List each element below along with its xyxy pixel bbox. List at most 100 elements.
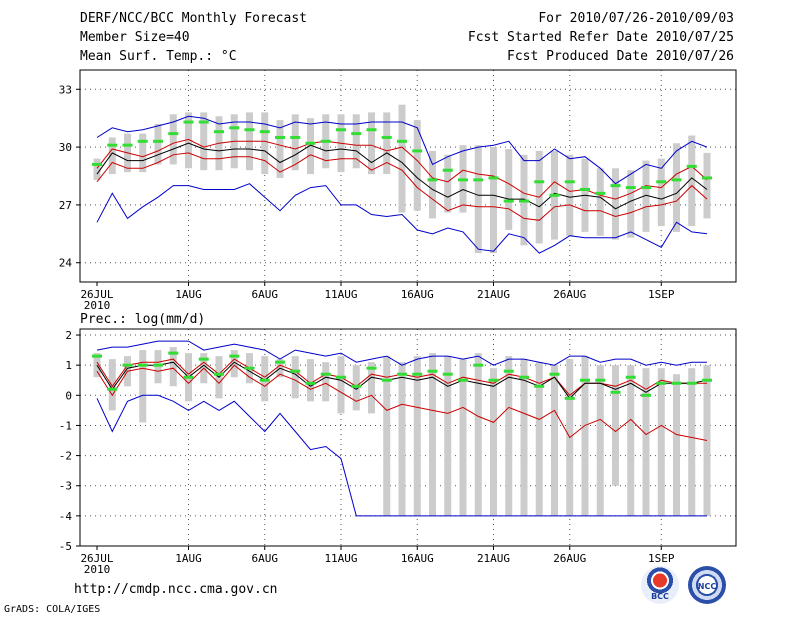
ncc-logo: NCC <box>688 566 726 604</box>
observation-marker <box>473 363 484 367</box>
observation-marker <box>351 132 362 136</box>
observation-marker <box>320 139 331 143</box>
spread-box <box>459 359 467 516</box>
observation-marker <box>519 375 529 379</box>
observation-marker <box>564 180 575 184</box>
observation-marker <box>336 375 346 379</box>
x-tick-sublabel: 2010 <box>84 563 111 576</box>
observation-marker <box>275 135 285 139</box>
spread-box <box>627 170 635 238</box>
y-tick-label: 1 <box>65 359 72 372</box>
mean-line <box>96 361 708 400</box>
observation-marker <box>549 193 560 197</box>
observation-marker <box>122 363 133 367</box>
spread-box <box>154 123 162 165</box>
observation-marker <box>183 375 194 379</box>
x-tick-label: 21AUG <box>477 288 510 301</box>
spread-box <box>474 353 482 516</box>
observation-marker <box>625 375 636 379</box>
spread-box <box>398 104 406 213</box>
observation-marker <box>397 372 407 376</box>
observation-marker <box>198 120 209 124</box>
observation-marker <box>656 180 667 184</box>
plot-frame <box>79 69 737 283</box>
spread-box <box>642 368 650 516</box>
spread-box <box>307 359 314 402</box>
observation-marker <box>549 372 560 376</box>
observation-marker <box>427 178 438 182</box>
observation-marker <box>229 354 240 358</box>
spread-box <box>108 137 116 175</box>
spread-box <box>612 365 619 486</box>
observation-marker <box>366 128 377 132</box>
observation-marker <box>686 381 697 385</box>
spread-box <box>444 154 452 213</box>
x-tick-label: 16AUG <box>401 552 434 565</box>
spread-box <box>688 135 696 227</box>
observation-marker <box>610 184 621 188</box>
spread-box <box>627 365 635 516</box>
x-tick-label: 1SEP <box>648 288 675 301</box>
spread-box <box>429 353 436 516</box>
spread-box <box>291 114 299 171</box>
observation-marker <box>122 143 133 147</box>
spread-box <box>413 356 421 516</box>
variable-label: Mean Surf. Temp.: °C <box>80 49 237 64</box>
spread-box <box>383 112 391 175</box>
y-tick-label: -4 <box>59 510 73 523</box>
observation-marker <box>381 135 392 139</box>
observation-marker <box>519 199 529 203</box>
y-tick-label: 33 <box>59 83 72 96</box>
observation-marker <box>641 393 651 397</box>
observation-marker <box>625 186 636 190</box>
observation-marker <box>229 126 240 130</box>
x-tick-label: 6AUG <box>252 552 279 565</box>
observation-marker <box>168 132 179 136</box>
observation-marker <box>442 168 453 172</box>
spread-box <box>185 112 192 169</box>
max-line <box>96 115 708 185</box>
observation-marker <box>259 378 270 382</box>
observation-marker <box>458 178 468 182</box>
x-tick-label: 16AUG <box>401 288 434 301</box>
spread-box <box>612 168 619 240</box>
spread-box <box>398 362 406 516</box>
x-tick-label: 1AUG <box>175 288 202 301</box>
spread-box <box>474 145 482 254</box>
observation-marker <box>503 369 514 373</box>
observation-marker <box>366 366 377 370</box>
y-tick-label: 2 <box>65 329 72 342</box>
plot-frame <box>79 328 737 547</box>
observation-marker <box>641 186 651 190</box>
spread-box <box>352 114 360 169</box>
observation-marker <box>397 139 407 143</box>
observation-marker <box>564 396 575 400</box>
chart-title: DERF/NCC/BCC Monthly Forecast <box>80 11 307 26</box>
observation-marker <box>656 381 667 385</box>
spread-box <box>307 118 314 175</box>
y-tick-label: 24 <box>59 257 73 270</box>
observation-marker <box>107 143 118 147</box>
observation-marker <box>214 130 224 134</box>
x-tick-label: 26JUL <box>80 552 113 565</box>
spread-box <box>230 350 238 378</box>
spread-box <box>535 362 543 516</box>
observation-marker <box>244 366 255 370</box>
source-url[interactable]: http://cmdp.ncc.cma.gov.cn <box>74 582 278 597</box>
observation-marker <box>595 378 606 382</box>
spread-box <box>596 365 604 516</box>
observation-marker <box>595 191 606 195</box>
spread-box <box>642 160 650 232</box>
observation-marker <box>580 378 590 382</box>
y-tick-label: -2 <box>59 450 72 463</box>
spread-box <box>368 112 375 175</box>
observation-marker <box>427 369 438 373</box>
observation-marker <box>488 176 499 180</box>
ncc-logo-text: NCC <box>697 582 717 591</box>
grads-credit: GrADS: COLA/IGES <box>4 604 101 615</box>
observation-marker <box>107 387 118 391</box>
x-tick-sublabel: 2010 <box>84 299 111 312</box>
observation-marker <box>305 141 316 145</box>
